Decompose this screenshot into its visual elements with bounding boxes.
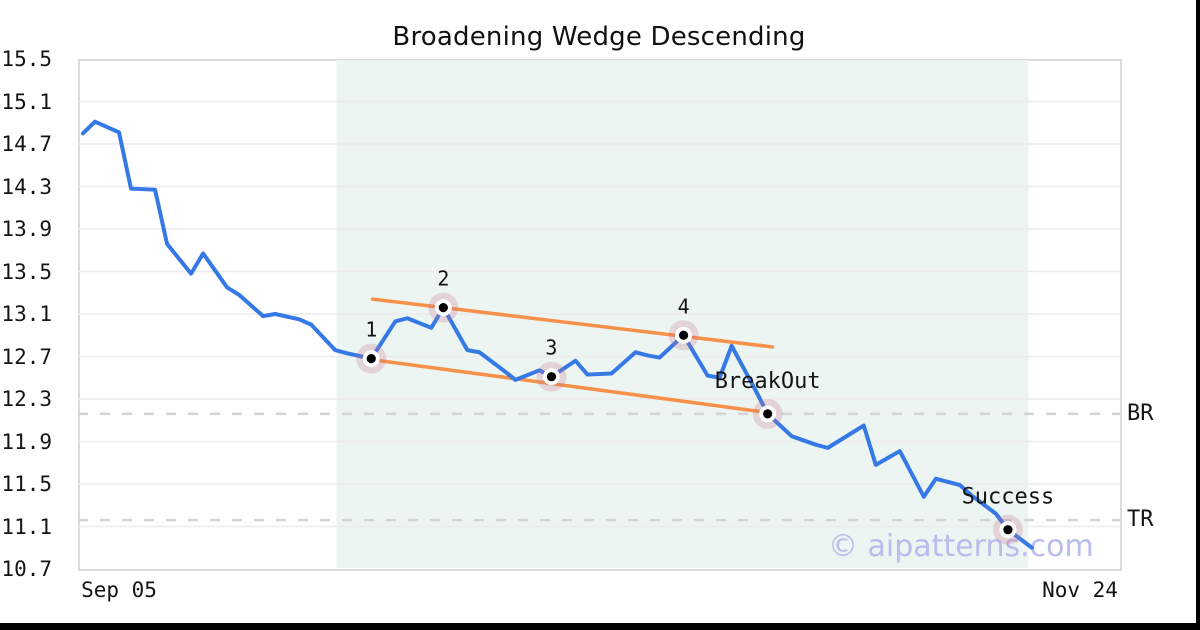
- marker-label-breakout: BreakOut: [715, 369, 821, 394]
- chart-title: Broadening Wedge Descending: [392, 22, 806, 52]
- y-tick-label: 15.5: [1, 47, 52, 71]
- screenshot-border-right: [1196, 0, 1200, 630]
- marker-label-3: 3: [545, 336, 557, 360]
- y-tick-label: 13.5: [1, 259, 52, 284]
- level-label-br: BR: [1127, 400, 1154, 426]
- watermark: © aipatterns.com: [828, 529, 1094, 564]
- trendline-lower: [370, 357, 764, 414]
- y-tick-label: 13.1: [1, 302, 52, 326]
- marker-label-1: 1: [365, 318, 377, 342]
- y-tick-label: 12.3: [1, 387, 52, 411]
- marker-dot-success: [1003, 525, 1013, 535]
- marker-dot-2: [438, 303, 448, 313]
- marker-dot-1: [366, 354, 376, 364]
- x-tick-label: Sep 05: [81, 578, 157, 602]
- x-tick-label: Nov 24: [1042, 578, 1118, 602]
- y-tick-label: 11.5: [1, 472, 52, 496]
- y-tick-label: 13.9: [1, 217, 52, 241]
- marker-dot-4: [678, 330, 689, 340]
- level-label-tr: TR: [1127, 507, 1154, 533]
- screenshot-border-bottom: [0, 623, 1200, 630]
- marker-label-2: 2: [437, 267, 449, 291]
- marker-label-success: Success: [962, 485, 1055, 510]
- y-tick-label: 11.9: [1, 429, 52, 454]
- y-tick-label: 10.7: [1, 557, 52, 581]
- y-tick-label: 12.7: [1, 344, 52, 369]
- y-tick-label: 14.7: [1, 132, 52, 156]
- marker-dot-3: [546, 372, 557, 382]
- y-tick-label: 14.3: [1, 174, 52, 199]
- marker-label-4: 4: [678, 294, 690, 318]
- marker-dot-breakout: [763, 409, 773, 419]
- y-tick-label: 15.1: [1, 89, 52, 114]
- y-tick-label: 11.1: [1, 514, 52, 539]
